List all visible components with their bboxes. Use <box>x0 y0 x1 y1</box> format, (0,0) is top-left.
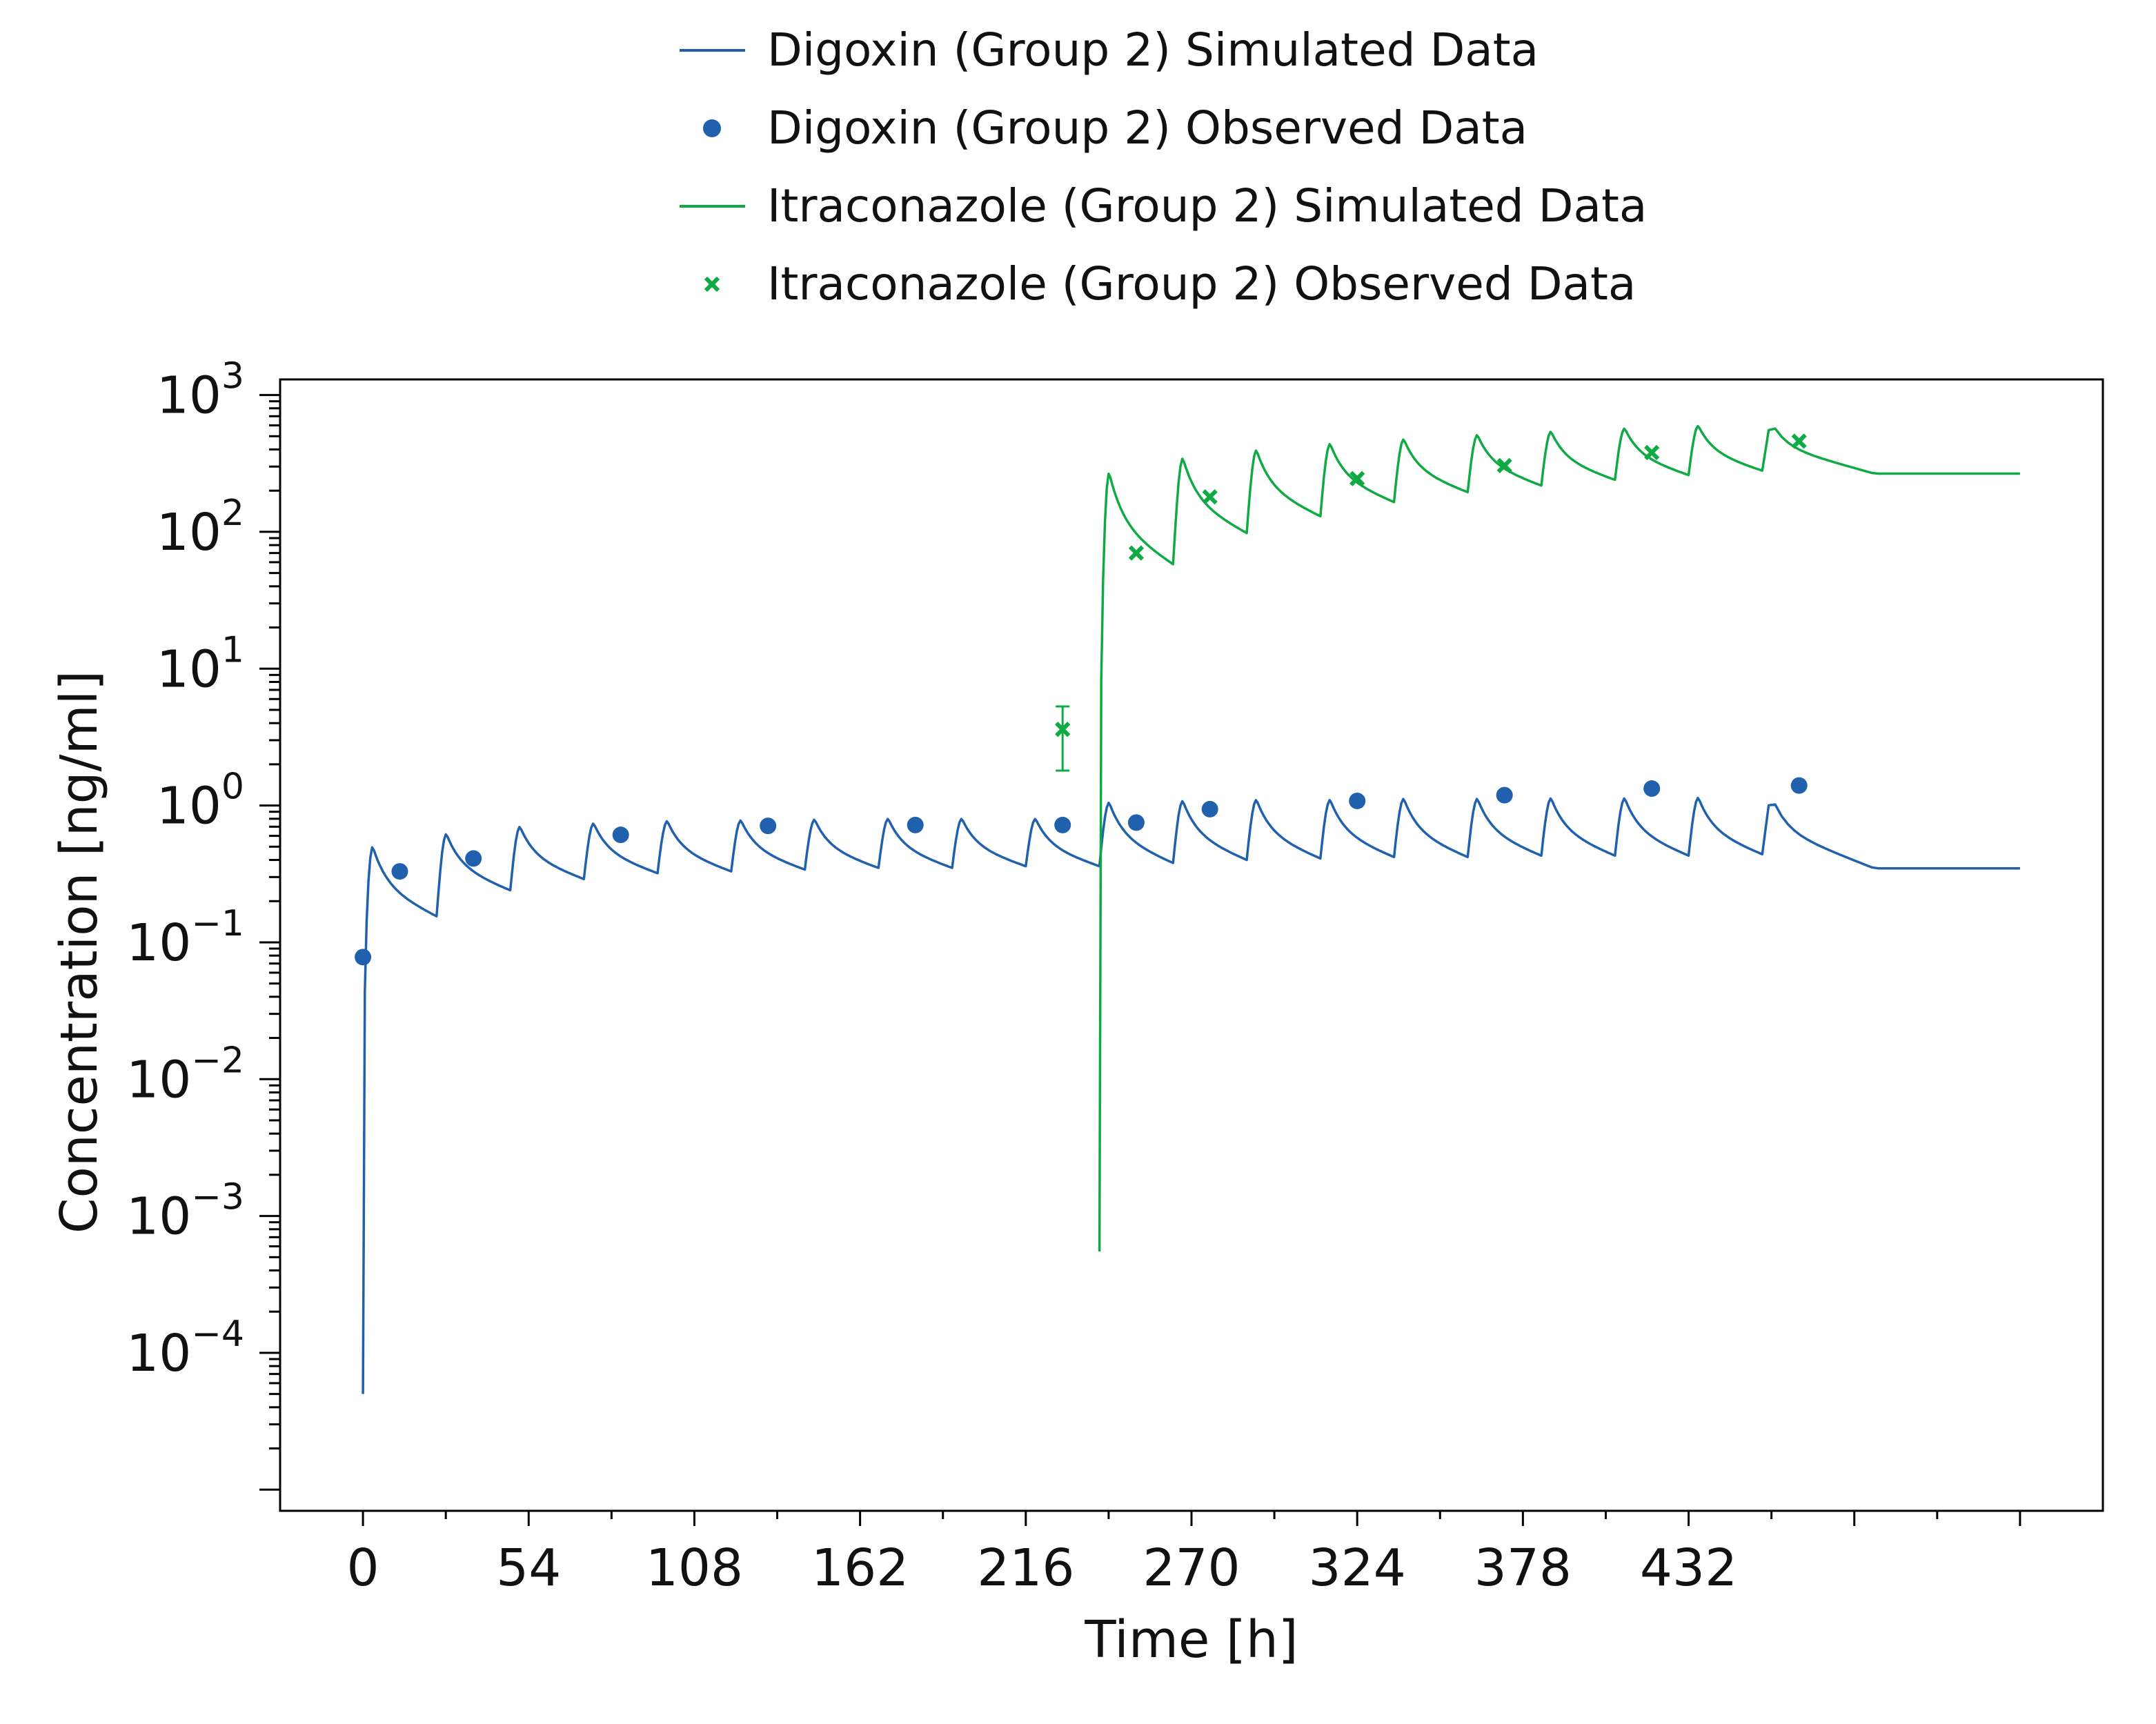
legend-label: Digoxin (Group 2) Observed Data <box>767 101 1527 155</box>
x-marker-stroke <box>704 276 720 293</box>
x-tick-label: 324 <box>1309 1538 1406 1598</box>
x-tick-label: 162 <box>811 1538 909 1598</box>
legend-item: Digoxin (Group 2) Simulated Data <box>680 23 1539 77</box>
itraconazole-observed-point <box>1202 489 1218 505</box>
digoxin-observed-point <box>1349 792 1366 809</box>
y-tick-label: 10−2 <box>126 1040 244 1109</box>
itraconazole-observed-point <box>1644 444 1660 461</box>
legend-label: Itraconazole (Group 2) Observed Data <box>767 257 1636 310</box>
x-marker-stroke <box>1128 545 1145 561</box>
y-axis-label: Concentration [ng/ml] <box>50 671 109 1233</box>
x-axis-label: Time [h] <box>1084 1610 1298 1669</box>
legend-circle-swatch <box>703 119 721 137</box>
itraconazole-observed-point <box>1791 433 1807 449</box>
x-tick-label: 108 <box>646 1538 743 1598</box>
itraconazole-simulated-line <box>1098 424 2020 1252</box>
x-tick-label: 270 <box>1143 1538 1240 1598</box>
digoxin-observed-point <box>760 818 777 835</box>
legend-label: Digoxin (Group 2) Simulated Data <box>767 23 1539 77</box>
x-marker-stroke <box>1496 457 1512 474</box>
x-tick-label: 0 <box>347 1538 379 1598</box>
digoxin-observed-point <box>465 850 482 867</box>
x-tick-label: 378 <box>1474 1538 1572 1598</box>
y-tick-label: 103 <box>157 356 244 426</box>
x-marker-stroke <box>1055 722 1071 737</box>
digoxin-observed-point <box>1054 816 1071 833</box>
digoxin-observed-point <box>391 863 408 880</box>
x-tick-label: 216 <box>977 1538 1074 1598</box>
digoxin-observed-point <box>355 949 372 966</box>
legend-item: Itraconazole (Group 2) Simulated Data <box>680 179 1647 232</box>
itraconazole-observed-point <box>1349 470 1365 486</box>
legend-item: Itraconazole (Group 2) Observed Data <box>704 257 1636 310</box>
y-tick-label: 100 <box>157 766 244 836</box>
digoxin-simulated-line <box>362 796 2020 1394</box>
y-tick-label: 101 <box>157 629 244 699</box>
x-marker-stroke <box>1202 489 1218 505</box>
legend-label: Itraconazole (Group 2) Simulated Data <box>767 179 1647 232</box>
digoxin-observed-point <box>612 826 629 844</box>
y-tick-label: 10−1 <box>126 903 244 973</box>
digoxin-observed-point <box>1643 780 1661 797</box>
digoxin-observed-point <box>1127 814 1145 831</box>
x-tick-label: 54 <box>496 1538 561 1598</box>
y-tick-label: 102 <box>157 493 244 562</box>
digoxin-observed-point <box>1496 786 1513 804</box>
itraconazole-observed-point <box>1496 457 1512 474</box>
itraconazole-observed-point <box>1055 722 1071 737</box>
x-marker-stroke <box>1644 444 1660 461</box>
legend-x-swatch <box>704 276 720 293</box>
x-marker-stroke <box>1791 433 1807 449</box>
legend: Digoxin (Group 2) Simulated Data Digoxin … <box>680 23 1647 310</box>
x-tick-label: 432 <box>1640 1538 1737 1598</box>
y-axis: 10−4 10−3 10−2 10−1 100 101 102 103 <box>126 356 280 1491</box>
digoxin-observed-point <box>1790 777 1808 794</box>
x-axis: 0 54 108 162 216 270 324 378 432 <box>347 1511 2021 1598</box>
y-tick-label: 10−4 <box>126 1314 244 1383</box>
y-tick-label: 10−3 <box>126 1177 244 1247</box>
digoxin-observed-point <box>907 816 924 833</box>
x-marker-stroke <box>1349 470 1365 486</box>
legend-item: Digoxin (Group 2) Observed Data <box>703 101 1527 155</box>
digoxin-observed-point <box>1201 800 1218 818</box>
plot-area <box>355 424 2020 1394</box>
plot-frame <box>279 378 2104 1512</box>
itraconazole-observed-point <box>1128 545 1145 561</box>
